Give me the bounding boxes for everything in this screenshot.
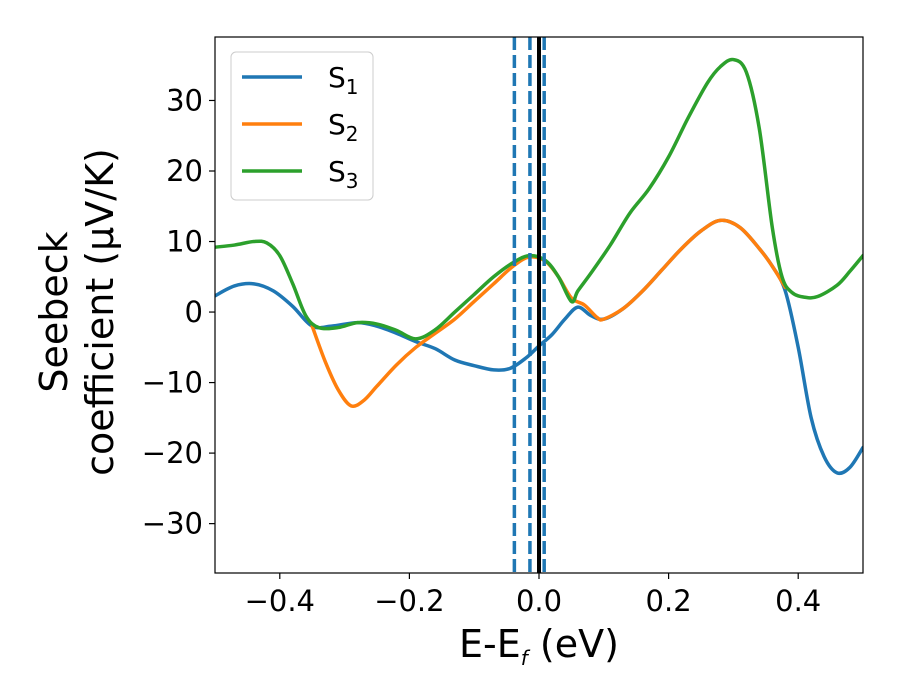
y-tick-label: 0	[185, 295, 203, 329]
y-tick-label: 20	[166, 154, 203, 188]
y-tick-label: −20	[142, 436, 203, 470]
x-tick-label: 0.0	[516, 584, 562, 618]
legend-label-s2: S2	[328, 108, 359, 146]
y-tick-label: 30	[166, 83, 203, 117]
x-axis-label: E-Ef (eV)	[459, 622, 619, 670]
y-axis-label-line2: coefficient (μV/K)	[78, 148, 122, 476]
x-tick-label: −0.4	[245, 584, 315, 618]
x-tick-label: 0.4	[775, 584, 821, 618]
legend-label-s1: S1	[328, 61, 359, 99]
legend-items: S1 S2 S3	[242, 61, 359, 193]
x-axis-ticks: −0.4 −0.2 0.0 0.2 0.4	[245, 573, 821, 618]
y-axis-label-line1: Seebeck	[32, 231, 76, 392]
x-tick-label: −0.2	[374, 584, 444, 618]
legend: S1 S2 S3	[230, 51, 374, 201]
legend-box	[230, 51, 374, 201]
series-line-s2	[310, 218, 787, 408]
y-tick-label: −30	[142, 507, 203, 541]
vertical-line-layer	[512, 37, 546, 573]
series-layer	[215, 57, 863, 476]
x-axis-label-sub: f	[521, 646, 531, 670]
y-axis-ticks: −30 −20 −10 0 10 20 30	[142, 83, 215, 541]
legend-label-s3: S3	[328, 155, 359, 193]
y-tick-label: −10	[142, 366, 203, 400]
series-line-s3	[215, 57, 863, 341]
x-tick-label: 0.2	[646, 584, 692, 618]
y-tick-label: 10	[166, 225, 203, 259]
